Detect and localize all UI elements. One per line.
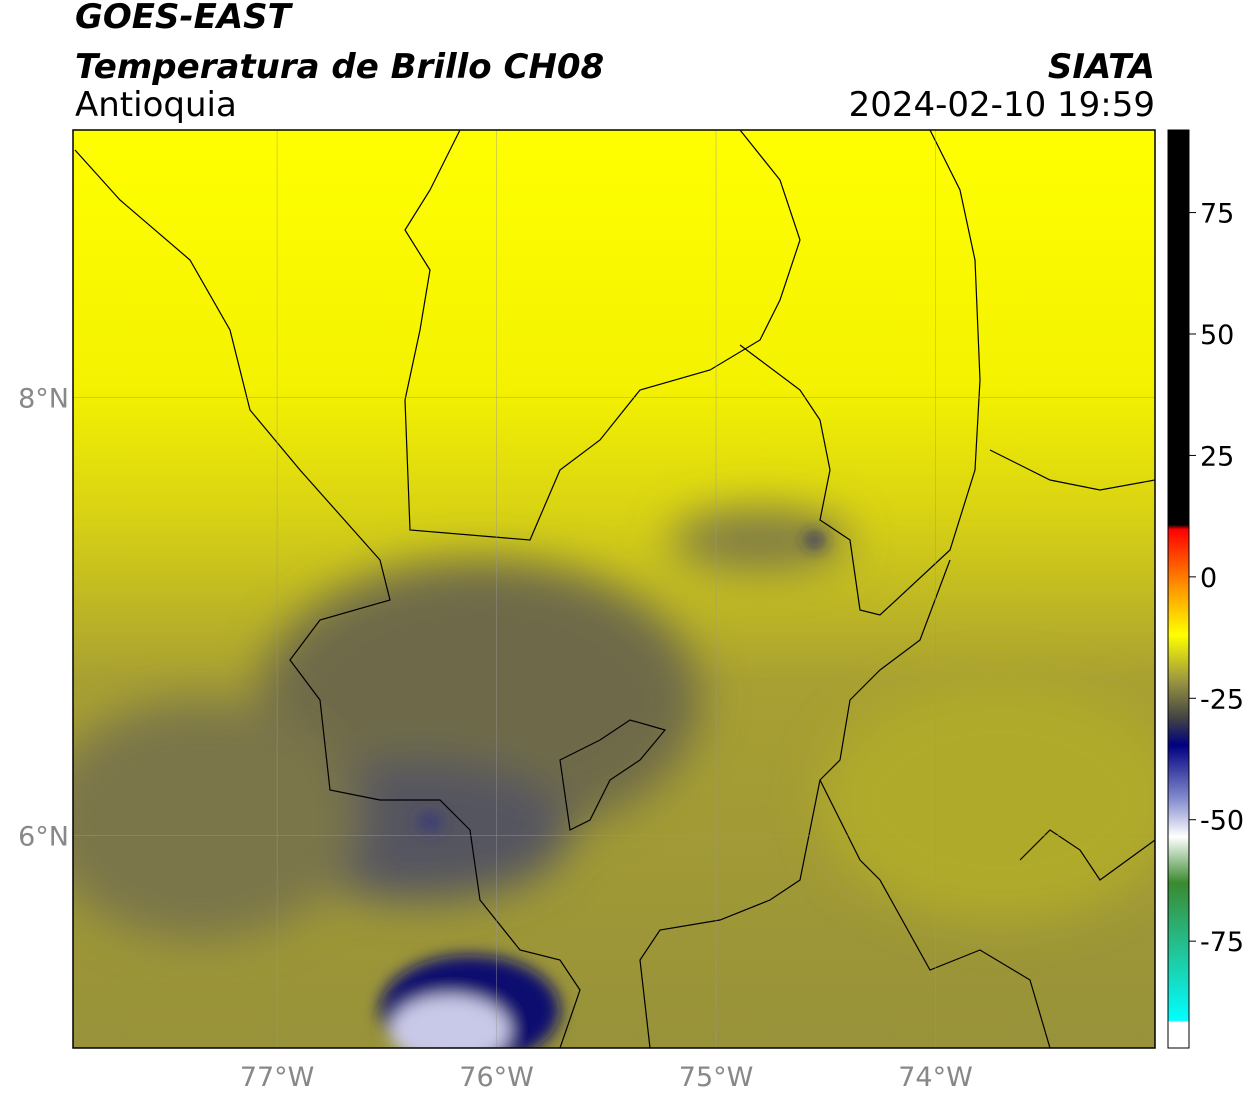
y-tick-label: 6°N: [18, 821, 69, 852]
border: [639, 559, 951, 1048]
border: [404, 130, 801, 541]
colorbar-tick-label: -75: [1200, 927, 1244, 958]
map-frame: [72, 129, 1156, 1049]
datetime: 2024-02-10 19:59: [849, 85, 1155, 125]
border: [989, 449, 1155, 491]
border: [1019, 829, 1155, 881]
border: [559, 719, 667, 831]
border: [74, 149, 581, 1048]
border: [819, 779, 1051, 1048]
title: GOES-EAST: [75, 0, 294, 37]
colorbar-tick-label: -50: [1200, 806, 1244, 837]
colorbar-tick-label: 0: [1200, 563, 1217, 594]
region: Antioquia: [75, 85, 237, 125]
source: SIATA: [1048, 47, 1155, 87]
colorbar-tick-label: 75: [1200, 199, 1234, 230]
subtitle: Temperatura de Brillo CH08: [75, 47, 604, 87]
x-tick-label: 76°W: [459, 1062, 534, 1093]
colorbar-tick-label: -25: [1200, 684, 1244, 715]
x-tick-label: 77°W: [240, 1062, 315, 1093]
colorbar-tick-label: 50: [1200, 320, 1234, 351]
map-image: [73, 130, 1155, 1048]
colorbar-tick-label: 25: [1200, 441, 1234, 472]
x-tick-label: 75°W: [679, 1062, 754, 1093]
border: [739, 130, 981, 616]
colorbar: [1167, 129, 1190, 1049]
y-tick-label: 8°N: [18, 383, 69, 414]
x-tick-label: 74°W: [898, 1062, 973, 1093]
